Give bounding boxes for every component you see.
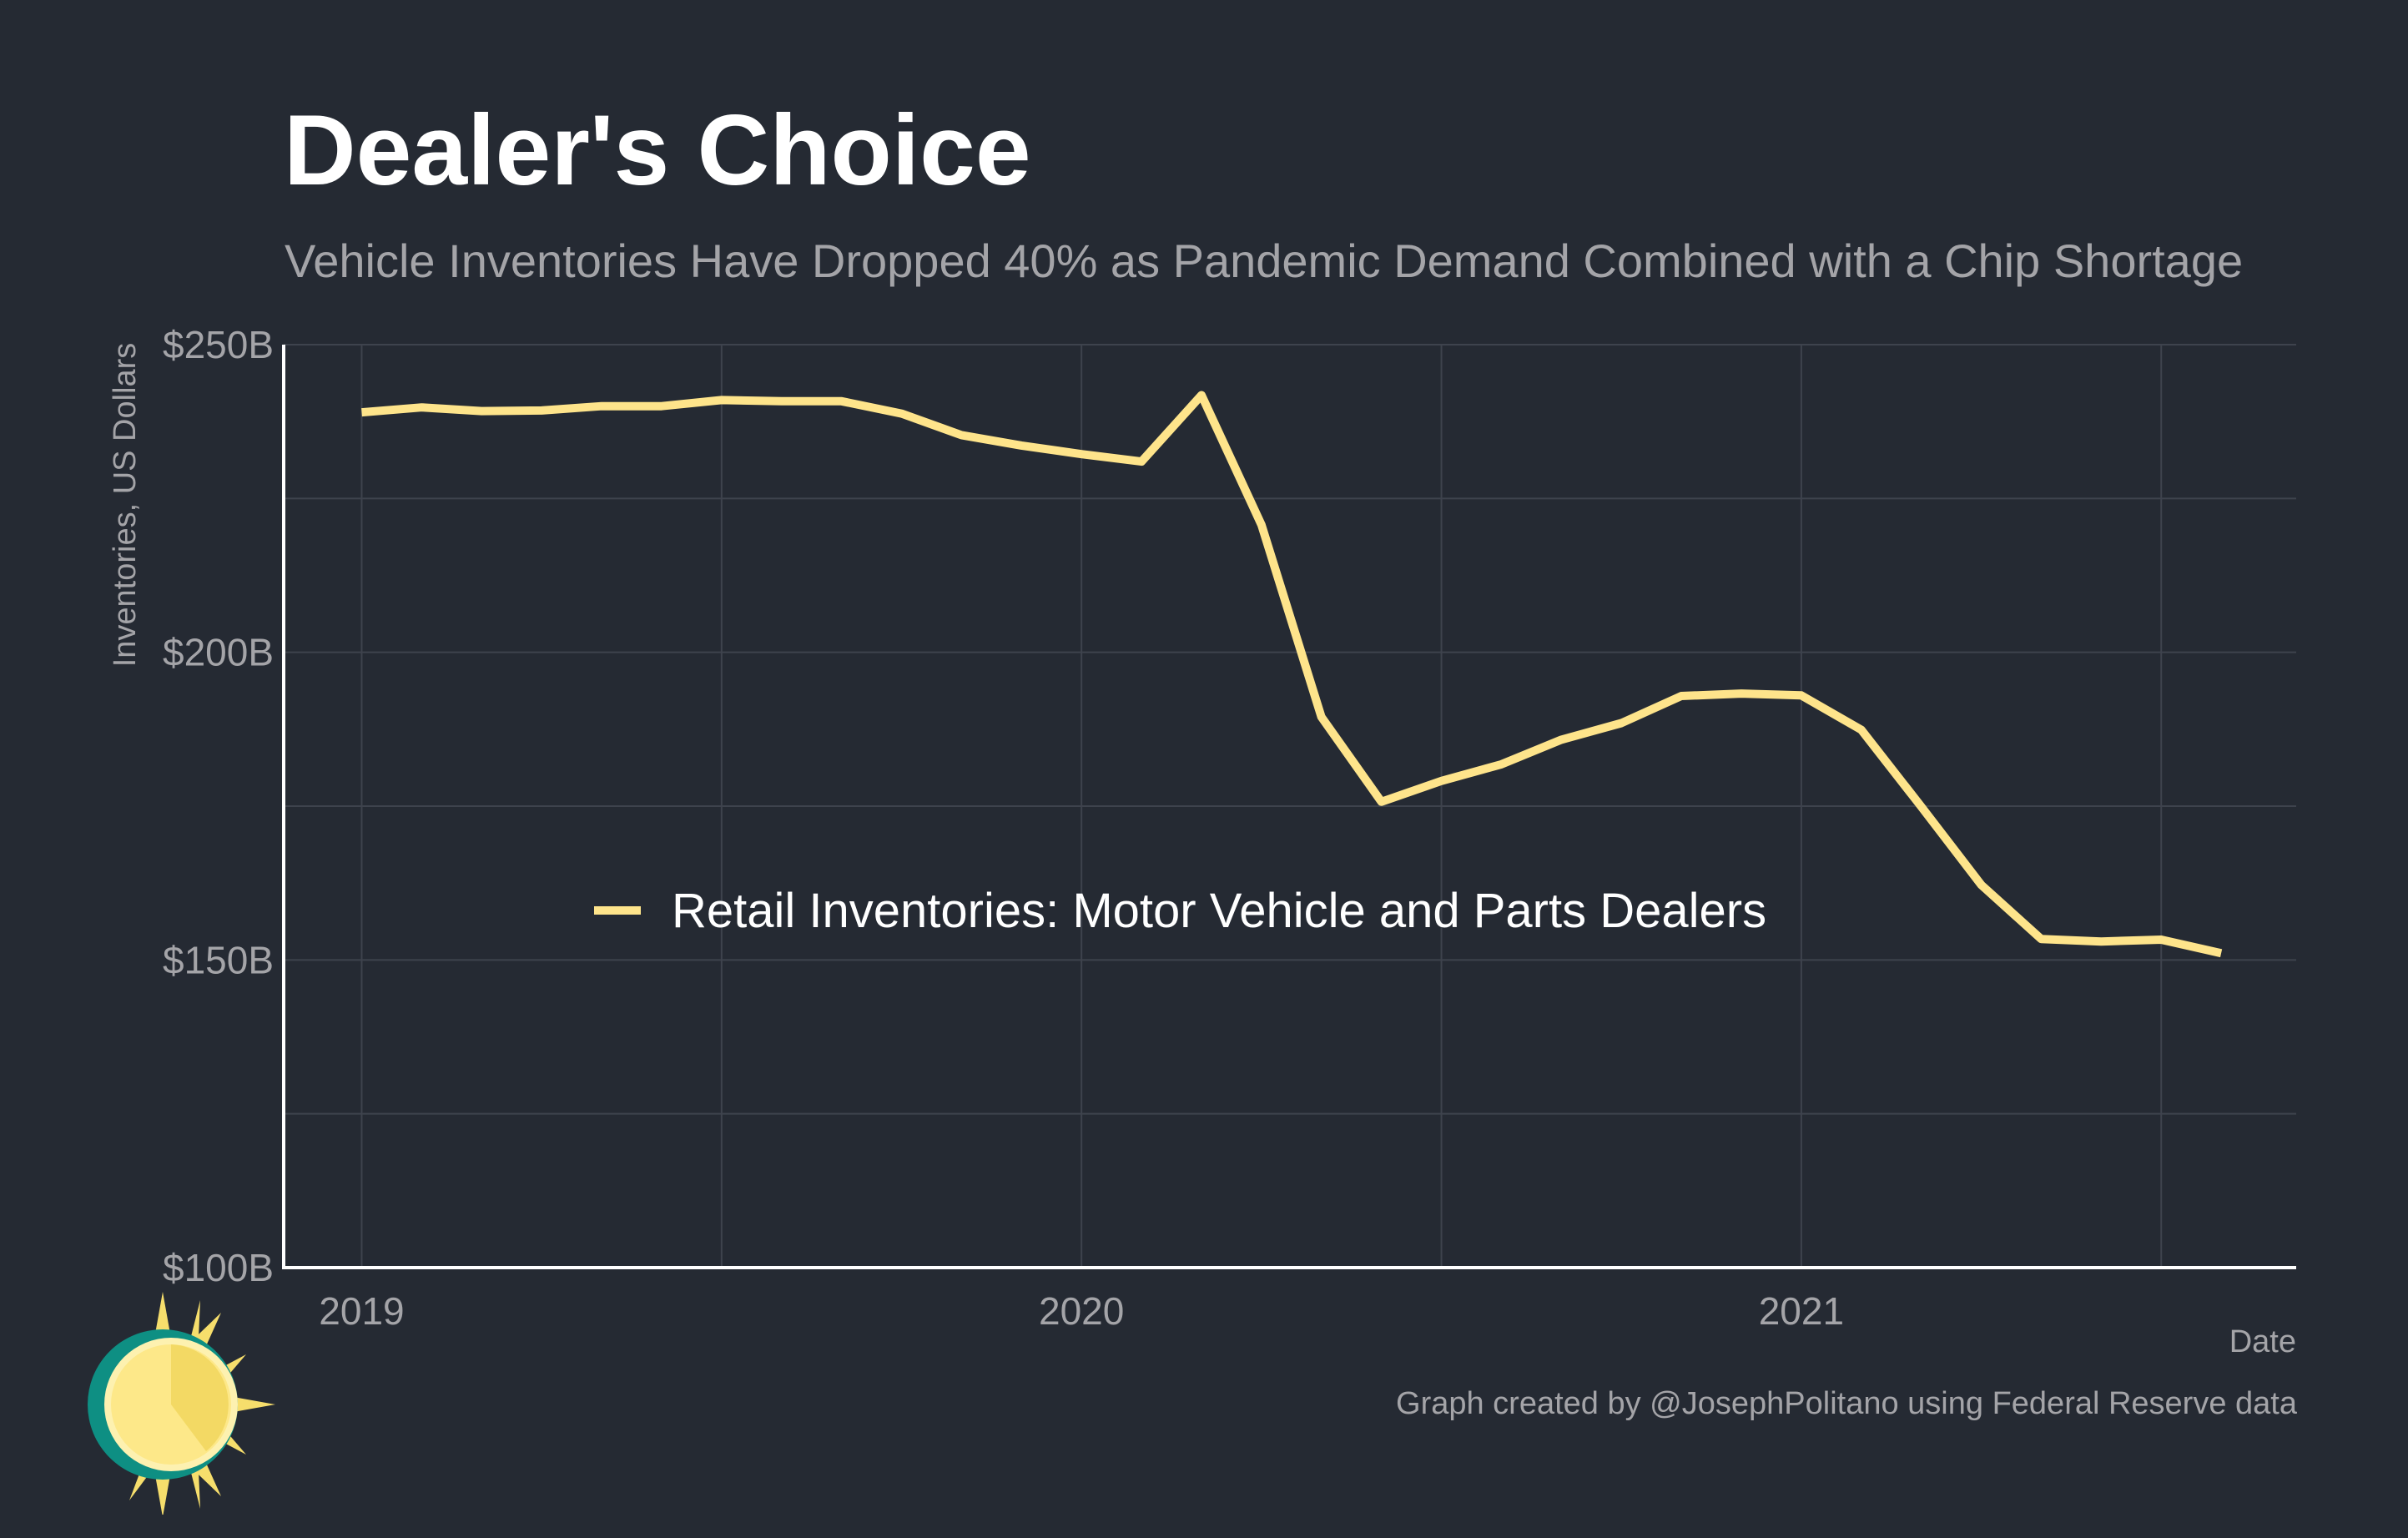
- chart-title: Dealer's Choice: [284, 94, 1031, 206]
- axes: [282, 345, 2296, 1269]
- y-tick-label: $250B: [163, 323, 274, 366]
- series-line: [361, 391, 2223, 958]
- y-tick-label: $100B: [163, 1246, 274, 1289]
- legend-label: Retail Inventories: Motor Vehicle and Pa…: [672, 884, 1766, 938]
- y-tick-label: $200B: [163, 631, 274, 674]
- chart-subtitle: Vehicle Inventories Have Dropped 40% as …: [285, 234, 2244, 287]
- legend: Retail Inventories: Motor Vehicle and Pa…: [594, 884, 1766, 938]
- x-tick-label: 2019: [319, 1289, 404, 1333]
- source-caption: Graph created by @JosephPolitano using F…: [1396, 1386, 2297, 1421]
- sun-logo-icon: [88, 1292, 275, 1515]
- x-tick-label: 2021: [1759, 1289, 1844, 1333]
- y-tick-label: $150B: [163, 938, 274, 981]
- series-lines: [361, 391, 2223, 958]
- axis-labels: $100B $150B $200B $250B 2019 2020 2021 Date Inve…: [108, 323, 2296, 1359]
- x-axis-title: Date: [2229, 1324, 2296, 1359]
- y-axis-title: Inventories, US Dollars: [108, 343, 143, 668]
- grid-lines: [284, 344, 2296, 1268]
- x-tick-label: 2020: [1039, 1289, 1124, 1333]
